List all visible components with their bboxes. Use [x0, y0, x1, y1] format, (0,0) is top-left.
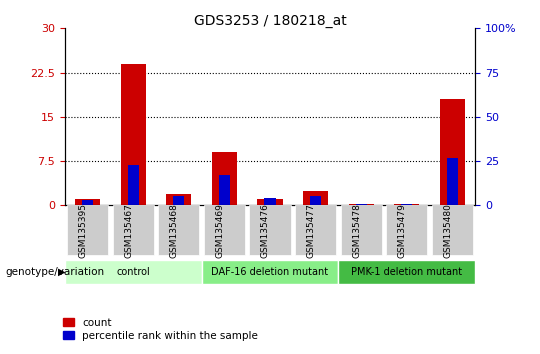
Bar	[303, 190, 328, 205]
FancyBboxPatch shape	[249, 205, 291, 255]
Bar	[166, 194, 191, 205]
FancyBboxPatch shape	[67, 205, 108, 255]
FancyBboxPatch shape	[204, 205, 245, 255]
Bar	[440, 99, 465, 205]
Text: GSM135478: GSM135478	[352, 202, 361, 258]
Text: PMK-1 deletion mutant: PMK-1 deletion mutant	[351, 267, 462, 277]
FancyBboxPatch shape	[295, 205, 336, 255]
Bar	[258, 199, 282, 205]
FancyBboxPatch shape	[113, 205, 154, 255]
Bar	[447, 158, 458, 205]
Text: DAF-16 deletion mutant: DAF-16 deletion mutant	[212, 267, 328, 277]
Text: GSM135469: GSM135469	[215, 202, 225, 258]
Bar	[127, 165, 139, 205]
FancyBboxPatch shape	[158, 205, 199, 255]
Text: control: control	[116, 267, 150, 277]
Text: GSM135479: GSM135479	[398, 202, 407, 258]
Text: GSM135395: GSM135395	[79, 202, 87, 258]
Legend: count, percentile rank within the sample: count, percentile rank within the sample	[59, 314, 262, 345]
Bar	[401, 204, 413, 205]
Bar	[219, 175, 230, 205]
FancyBboxPatch shape	[341, 205, 382, 255]
Bar	[173, 196, 185, 205]
FancyBboxPatch shape	[201, 260, 339, 284]
Bar	[75, 199, 100, 205]
Text: GSM135476: GSM135476	[261, 202, 270, 258]
FancyBboxPatch shape	[339, 260, 475, 284]
Bar	[355, 204, 367, 205]
FancyBboxPatch shape	[65, 260, 201, 284]
Bar	[120, 64, 146, 205]
Text: GSM135480: GSM135480	[443, 202, 453, 258]
Bar	[82, 200, 93, 205]
FancyBboxPatch shape	[386, 205, 427, 255]
Text: GSM135468: GSM135468	[170, 202, 179, 258]
Text: ▶: ▶	[58, 267, 66, 277]
Text: GSM135477: GSM135477	[307, 202, 315, 258]
Text: GSM135467: GSM135467	[124, 202, 133, 258]
FancyBboxPatch shape	[432, 205, 473, 255]
Text: genotype/variation: genotype/variation	[5, 267, 105, 277]
Bar	[310, 196, 321, 205]
Text: GDS3253 / 180218_at: GDS3253 / 180218_at	[194, 14, 346, 28]
Bar	[212, 152, 237, 205]
Bar	[265, 198, 275, 205]
